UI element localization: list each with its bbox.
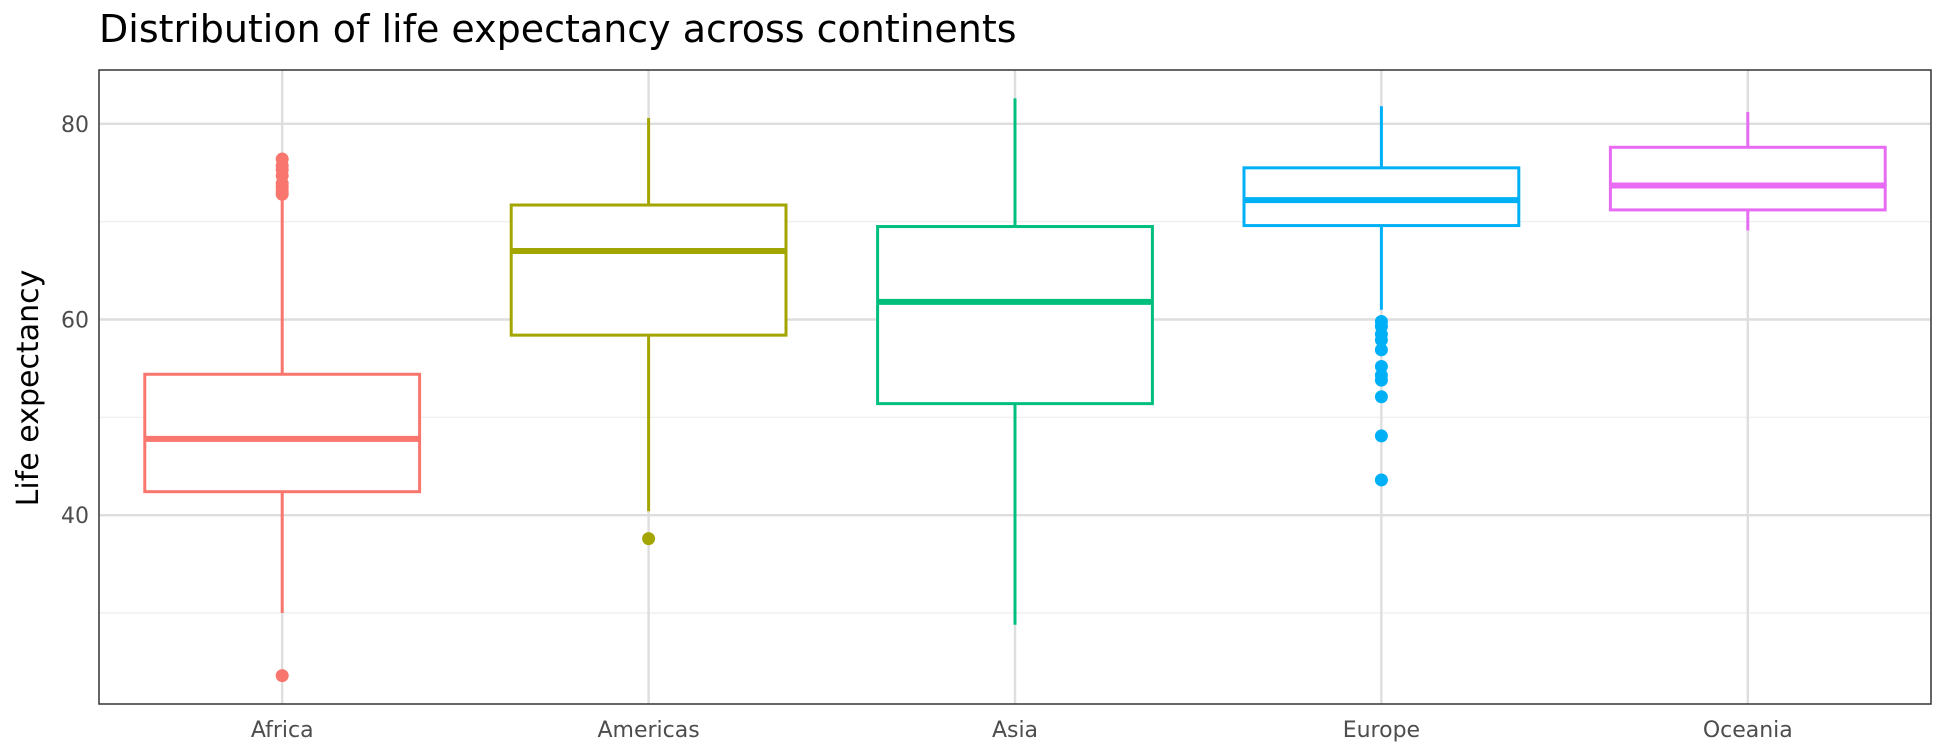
box — [876, 225, 1154, 406]
box-group — [876, 98, 1154, 625]
y-tick-label: 60 — [61, 308, 89, 333]
box-group — [143, 152, 422, 683]
box-group — [509, 117, 788, 546]
tick-labels: 40 60 80 Africa Americas Asia Europe Oceania — [61, 113, 1793, 743]
box-group — [1242, 106, 1521, 487]
panel-border — [98, 69, 1932, 705]
y-axis-title: Life expectancy — [11, 270, 46, 507]
x-tick-label: Americas — [597, 718, 699, 743]
box — [143, 372, 422, 494]
y-tick-label: 80 — [61, 113, 89, 138]
x-tick-label: Africa — [251, 718, 314, 743]
x-tick-label: Europe — [1343, 718, 1420, 743]
outlier-point — [1374, 429, 1388, 443]
outlier-point — [1374, 359, 1388, 373]
x-tick-label: Asia — [992, 718, 1038, 743]
x-tick-label: Oceania — [1703, 718, 1793, 743]
chart-title: Distribution of life expectancy across c… — [99, 7, 1017, 51]
y-tick-label: 40 — [61, 504, 89, 529]
outlier-point — [275, 152, 289, 166]
box — [1242, 166, 1521, 228]
outlier-point — [1374, 314, 1388, 328]
box — [1608, 145, 1887, 212]
outlier-point — [275, 669, 289, 683]
box — [509, 203, 788, 337]
outlier-point — [1374, 390, 1388, 404]
outlier-point — [1374, 343, 1388, 357]
boxes — [143, 98, 1887, 683]
outlier-point — [642, 532, 656, 546]
outlier-point — [1374, 473, 1388, 487]
box-group — [1608, 112, 1887, 231]
